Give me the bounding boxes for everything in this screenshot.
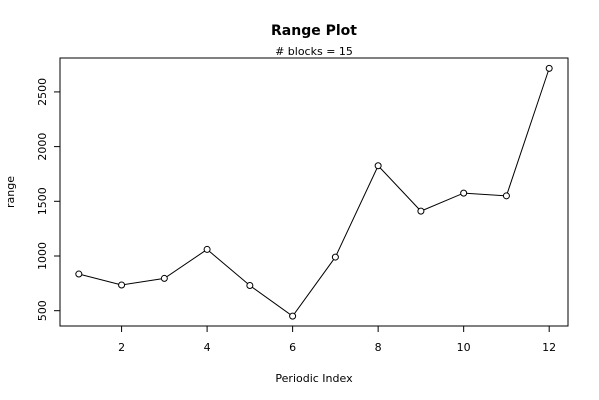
data-point: [118, 281, 126, 289]
y-tick-label: 2000: [36, 133, 49, 161]
y-tick-label: 2500: [36, 78, 49, 106]
y-tick-label: 1000: [36, 242, 49, 270]
chart-title: Range Plot: [271, 23, 357, 39]
chart-subtitle: # blocks = 15: [275, 45, 353, 58]
plot-frame: [59, 57, 569, 327]
x-tick-label: 12: [542, 341, 556, 354]
data-point: [331, 253, 339, 261]
x-axis-label: Periodic Index: [275, 372, 353, 385]
data-point: [246, 282, 254, 290]
data-point: [374, 162, 382, 170]
x-tick-label: 8: [375, 341, 382, 354]
data-point: [289, 312, 297, 320]
y-tick-label: 1500: [36, 187, 49, 215]
x-tick-label: 2: [118, 341, 125, 354]
data-point: [417, 207, 425, 215]
data-point: [75, 270, 83, 278]
y-axis-label: range: [4, 176, 17, 208]
data-point: [160, 274, 168, 282]
y-tick-label: 500: [36, 300, 49, 321]
data-point: [460, 189, 468, 197]
x-tick-label: 6: [289, 341, 296, 354]
data-point: [545, 64, 553, 72]
x-tick-label: 4: [204, 341, 211, 354]
data-point: [502, 192, 510, 200]
x-tick-label: 10: [457, 341, 471, 354]
data-point: [203, 245, 211, 253]
series-line: [78, 68, 550, 317]
